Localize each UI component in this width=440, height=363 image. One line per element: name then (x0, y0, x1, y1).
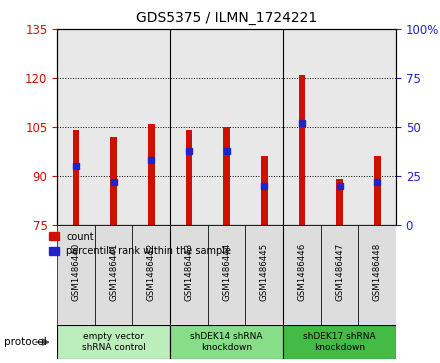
Text: shDEK14 shRNA
knockdown: shDEK14 shRNA knockdown (191, 333, 263, 352)
Text: GSM1486446: GSM1486446 (297, 243, 306, 301)
Bar (358, 225, 396, 325)
Bar (95, 225, 132, 325)
Text: GSM1486444: GSM1486444 (222, 243, 231, 301)
Bar (132, 225, 170, 325)
Bar (208, 225, 246, 325)
Bar (283, 225, 321, 325)
Title: GDS5375 / ILMN_1724221: GDS5375 / ILMN_1724221 (136, 11, 317, 25)
Bar (57, 325, 170, 359)
Bar (321, 225, 358, 325)
Bar (73, 130, 79, 225)
Text: GSM1486447: GSM1486447 (335, 243, 344, 301)
Bar (336, 179, 343, 225)
Text: GSM1486442: GSM1486442 (147, 243, 156, 301)
Bar (186, 130, 192, 225)
Bar (261, 156, 268, 225)
Bar (374, 156, 381, 225)
Bar (170, 225, 208, 325)
Bar (110, 137, 117, 225)
Bar (298, 75, 305, 225)
Bar (57, 225, 95, 325)
Legend: count, percentile rank within the sample: count, percentile rank within the sample (49, 232, 231, 257)
Text: protocol: protocol (4, 337, 47, 347)
Text: GSM1486441: GSM1486441 (109, 243, 118, 301)
Text: shDEK17 shRNA
knockdown: shDEK17 shRNA knockdown (303, 333, 376, 352)
Text: empty vector
shRNA control: empty vector shRNA control (82, 333, 146, 352)
Bar (148, 124, 155, 225)
Text: GSM1486440: GSM1486440 (72, 243, 81, 301)
Text: GSM1486445: GSM1486445 (260, 243, 269, 301)
Bar (223, 127, 230, 225)
Bar (283, 325, 396, 359)
Bar (170, 325, 283, 359)
Text: GSM1486448: GSM1486448 (373, 243, 381, 301)
Bar (246, 225, 283, 325)
Text: GSM1486443: GSM1486443 (184, 243, 194, 301)
